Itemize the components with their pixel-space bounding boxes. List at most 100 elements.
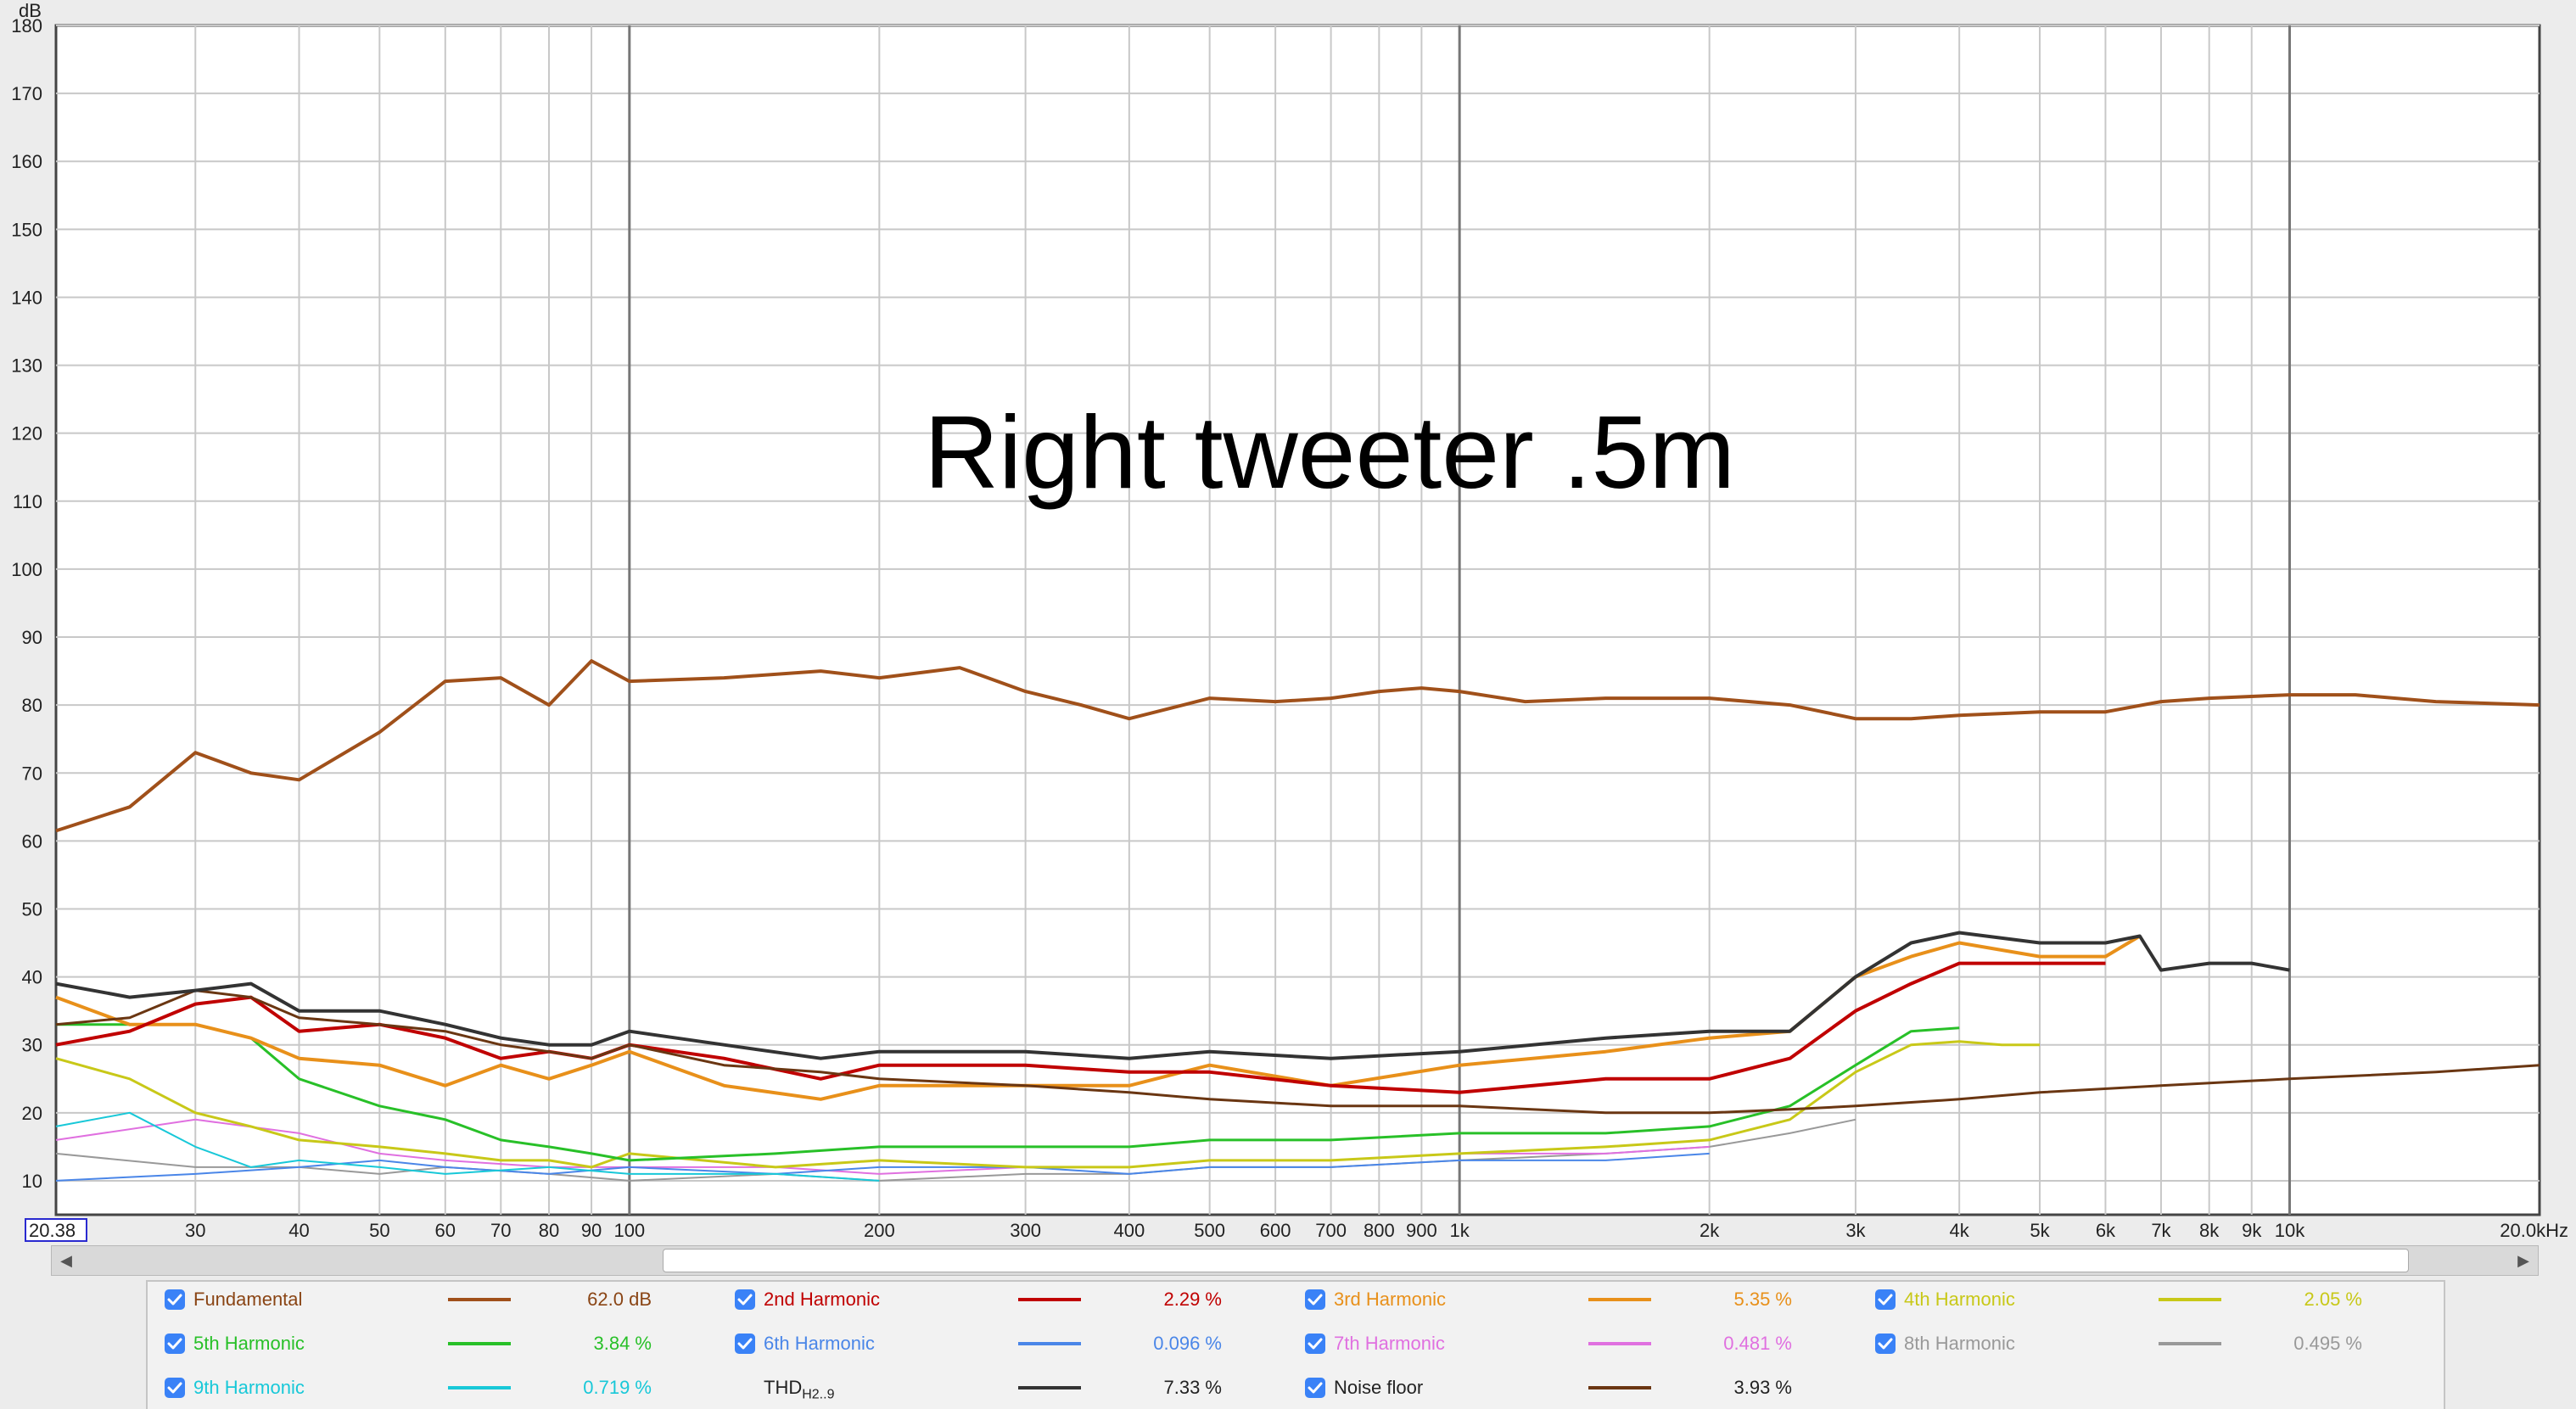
checkmark-icon	[1308, 1338, 1323, 1350]
y-tick-label: 120	[11, 423, 42, 445]
x-tick-label: 10k	[2275, 1220, 2305, 1241]
checkmark-icon	[1308, 1294, 1323, 1306]
legend-label: 2nd Harmonic	[764, 1289, 880, 1311]
legend-item[interactable]: 2nd Harmonic 2.29 %	[730, 1282, 1256, 1316]
legend-label: 4th Harmonic	[1904, 1289, 2015, 1311]
legend-item[interactable]: 8th Harmonic 0.495 %	[1870, 1326, 2396, 1360]
y-tick-label: 110	[13, 491, 42, 512]
plot-background	[54, 24, 2541, 1216]
legend-swatch	[2159, 1342, 2221, 1345]
legend-label-text: 8th Harmonic	[1904, 1333, 2015, 1354]
checkmark-icon	[737, 1338, 753, 1350]
x-tick-label: 80	[539, 1220, 559, 1241]
legend-value: 3.84 %	[593, 1333, 652, 1354]
legend-swatch	[1018, 1342, 1081, 1345]
legend-value: 0.481 %	[1723, 1333, 1792, 1354]
x-tick-label: 20.38	[29, 1220, 76, 1241]
legend-checkbox[interactable]	[1305, 1334, 1325, 1354]
legend-value: 7.33 %	[1163, 1377, 1223, 1398]
y-tick-label: 170	[11, 83, 42, 104]
legend-checkbox[interactable]	[735, 1334, 755, 1354]
legend-label-text: Fundamental	[193, 1289, 303, 1310]
checkmark-icon	[167, 1382, 182, 1394]
legend-checkbox[interactable]	[1305, 1289, 1325, 1310]
x-tick-label: 300	[1010, 1220, 1041, 1241]
checkmark-icon	[167, 1294, 182, 1306]
legend-value: 5.35 %	[1733, 1289, 1793, 1310]
legend-checkbox[interactable]	[165, 1289, 185, 1310]
legend-label: 7th Harmonic	[1334, 1333, 1445, 1355]
legend-checkbox[interactable]	[1875, 1289, 1896, 1310]
horizontal-scrollbar[interactable]: ◀ ▶	[51, 1245, 2539, 1276]
legend-label-text: 6th Harmonic	[764, 1333, 875, 1354]
legend-value: 0.096 %	[1153, 1333, 1222, 1354]
x-tick-label: 30	[185, 1220, 205, 1241]
legend-panel: Fundamental 62.0 dB 2nd Harmonic 2.29 % 3rd …	[146, 1280, 2445, 1409]
legend-swatch	[1018, 1386, 1081, 1389]
y-tick-label: 100	[11, 559, 42, 580]
x-tick-label: 90	[581, 1220, 602, 1241]
legend-label-text: 3rd Harmonic	[1334, 1289, 1447, 1310]
scroll-thumb[interactable]	[663, 1249, 2409, 1272]
legend-item[interactable]: Fundamental 62.0 dB	[160, 1282, 686, 1316]
x-tick-label: 600	[1260, 1220, 1291, 1241]
legend-label: 5th Harmonic	[193, 1333, 305, 1355]
y-tick-label: 140	[11, 287, 42, 308]
x-tick-label: 60	[435, 1220, 456, 1241]
legend-label-text: 7th Harmonic	[1334, 1333, 1445, 1354]
legend-swatch	[2159, 1298, 2221, 1301]
legend-label-text: 9th Harmonic	[193, 1377, 305, 1398]
series-line	[55, 934, 2141, 1101]
x-tick-label: 8k	[2199, 1220, 2220, 1241]
x-tick-label: 800	[1364, 1220, 1395, 1241]
legend-label: 9th Harmonic	[193, 1377, 305, 1399]
legend-label-subscript: H2..9	[802, 1387, 835, 1402]
legend-label: Fundamental	[193, 1289, 302, 1311]
grid-lines	[56, 25, 2540, 1215]
legend-label: THDH2..9	[764, 1377, 834, 1402]
legend-value: 3.93 %	[1733, 1377, 1793, 1398]
legend-swatch	[448, 1342, 511, 1345]
legend-item[interactable]: 7th Harmonic 0.481 %	[1300, 1326, 1826, 1360]
series-line	[55, 659, 2540, 833]
legend-checkbox[interactable]	[735, 1289, 755, 1310]
x-tick-label: 40	[288, 1220, 309, 1241]
series-line	[55, 961, 2106, 1094]
legend-checkbox[interactable]	[1305, 1378, 1325, 1398]
legend-item[interactable]: 3rd Harmonic 5.35 %	[1300, 1282, 1826, 1316]
x-tick-label: 50	[369, 1220, 389, 1241]
y-tick-label: 70	[22, 763, 42, 784]
legend-checkbox[interactable]	[165, 1334, 185, 1354]
legend-value: 0.495 %	[2293, 1333, 2362, 1354]
x-tick-label: 1k	[1450, 1220, 1470, 1241]
legend-item[interactable]: 9th Harmonic 0.719 %	[160, 1370, 686, 1404]
legend-checkbox[interactable]	[165, 1378, 185, 1398]
legend-label-text: 4th Harmonic	[1904, 1289, 2015, 1310]
y-tick-label: 90	[22, 627, 42, 648]
legend-swatch	[1588, 1298, 1651, 1301]
checkmark-icon	[1308, 1382, 1323, 1394]
legend-item[interactable]: 6th Harmonic 0.096 %	[730, 1326, 1256, 1360]
checkmark-icon	[167, 1338, 182, 1350]
checkmark-icon	[1878, 1294, 1893, 1306]
legend-item[interactable]: Noise floor 3.93 %	[1300, 1370, 1826, 1404]
x-tick-label: 500	[1194, 1220, 1225, 1241]
x-tick-label: 400	[1113, 1220, 1145, 1241]
chevron-right-icon[interactable]: ▶	[2517, 1252, 2529, 1269]
y-tick-label: 180	[11, 15, 42, 36]
chevron-left-icon[interactable]: ◀	[60, 1252, 72, 1269]
legend-item[interactable]: 4th Harmonic 2.05 %	[1870, 1282, 2396, 1316]
legend-item[interactable]: THDH2..9 7.33 %	[730, 1370, 1256, 1404]
x-tick-label: 200	[864, 1220, 895, 1241]
series-line	[55, 989, 2540, 1115]
plot-area: 10 20 30 40 50 60 70 80 90 100 110 120 130 140 150 160 1…	[11, 0, 2568, 1242]
legend-label-text: 5th Harmonic	[193, 1333, 305, 1354]
y-tick-label: 130	[11, 355, 42, 377]
x-tick-label: 6k	[2096, 1220, 2116, 1241]
legend-checkbox[interactable]	[1875, 1334, 1896, 1354]
legend-value: 0.719 %	[583, 1377, 652, 1398]
y-tick-label: 30	[22, 1035, 42, 1056]
x-tick-label: 9k	[2242, 1220, 2262, 1241]
legend-item[interactable]: 5th Harmonic 3.84 %	[160, 1326, 686, 1360]
legend-checkbox[interactable]	[735, 1378, 755, 1398]
